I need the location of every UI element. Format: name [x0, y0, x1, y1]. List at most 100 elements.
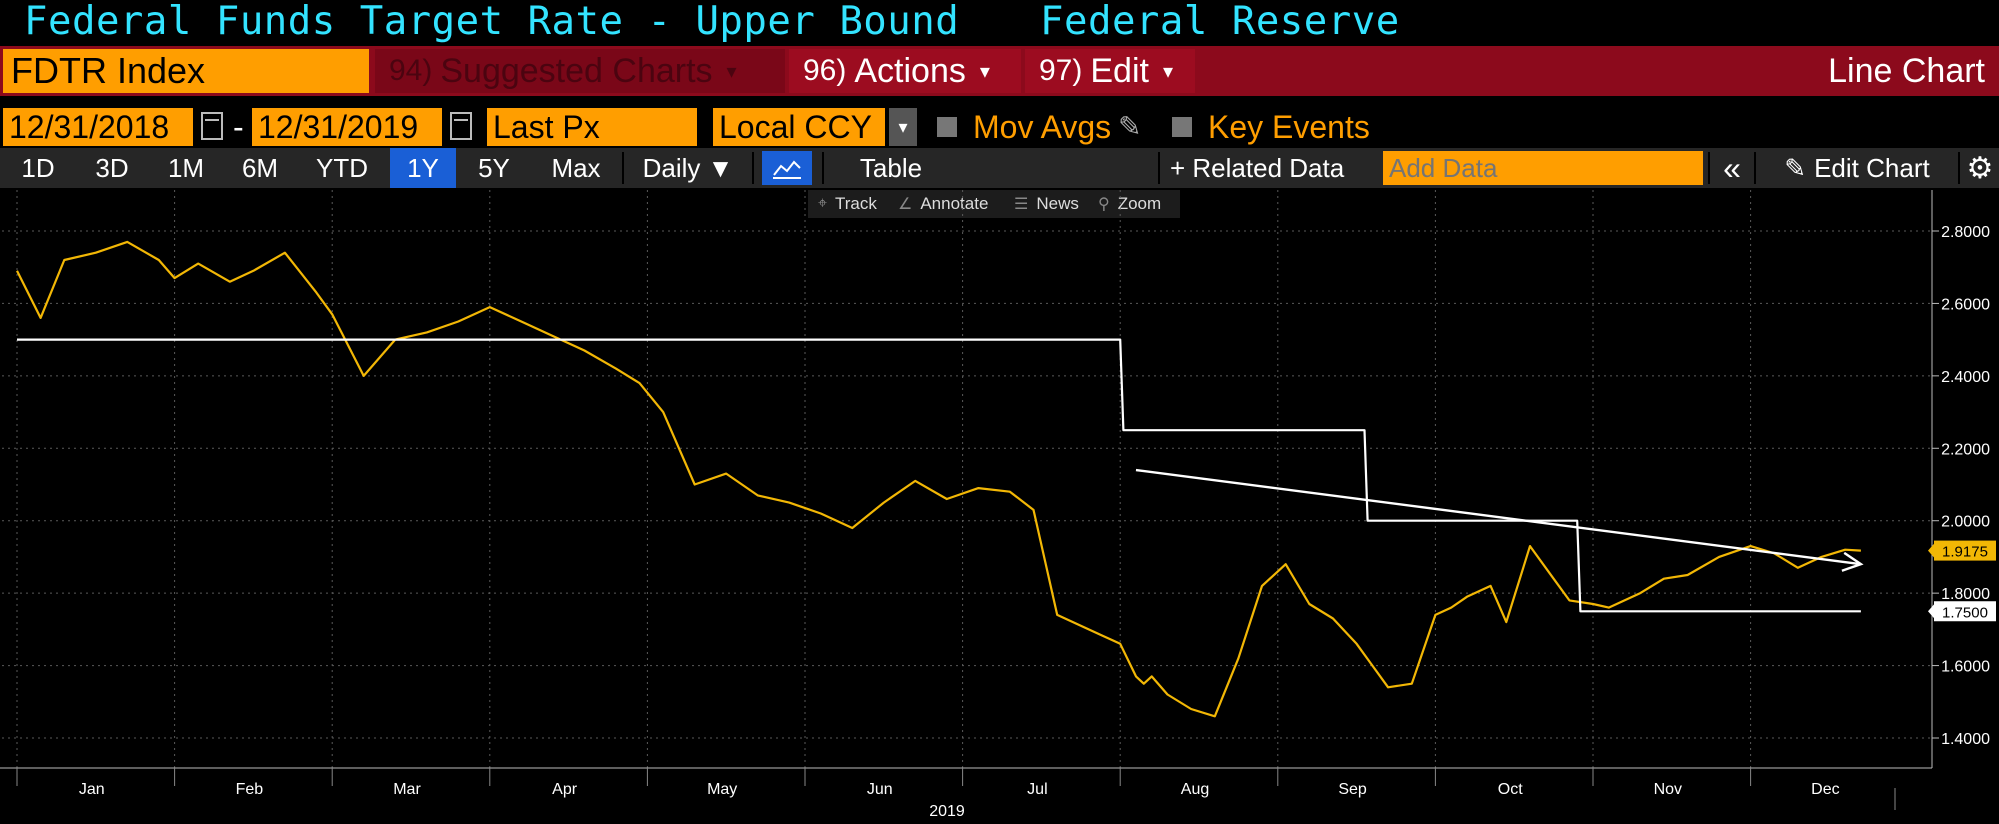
tab-1y[interactable]: 1Y — [390, 148, 456, 188]
last-value-label: 1.9175 — [1942, 544, 1988, 561]
y-tick-label: 2.4000 — [1941, 369, 1990, 386]
tab-5y[interactable]: 5Y — [478, 152, 510, 183]
x-tick-label: Nov — [1654, 781, 1682, 798]
options-row: 12/31/2018 - 12/31/2019 Last Px Local CC… — [0, 104, 1999, 148]
suggested-charts-menu[interactable]: 94) Suggested Charts ▾ — [375, 49, 785, 93]
zoom-label: Zoom — [1117, 194, 1162, 213]
series-line-yield — [16, 240, 1861, 718]
pencil-icon: ✎ — [1784, 152, 1807, 183]
date-separator: - — [233, 108, 244, 145]
y-tick-label: 1.8000 — [1941, 586, 1990, 603]
actions-number: 96) — [803, 54, 847, 87]
edit-label: Edit — [1090, 51, 1149, 90]
x-tick-label: May — [707, 781, 737, 798]
gear-icon[interactable]: ⚙ — [1966, 151, 1994, 185]
edit-menu[interactable]: 97) Edit ▾ — [1025, 49, 1195, 93]
actions-menu[interactable]: 96) Actions ▾ — [789, 49, 1021, 93]
crosshair-icon: ⌖ — [818, 195, 828, 212]
key-events-label: Key Events — [1208, 108, 1370, 145]
end-date-field[interactable]: 12/31/2019 — [252, 108, 442, 146]
mov-avgs-checkbox[interactable] — [937, 117, 957, 137]
annotate-label: Annotate — [920, 194, 989, 213]
divider — [1958, 152, 1960, 184]
x-year-label: 2019 — [929, 803, 965, 820]
key-events-checkbox[interactable] — [1172, 117, 1192, 137]
table-tab[interactable]: Table — [859, 152, 923, 183]
calendar-icon[interactable] — [201, 112, 223, 140]
chevron-down-icon: ▾ — [726, 60, 737, 83]
start-date-field[interactable]: 12/31/2018 — [3, 108, 193, 146]
chart-series — [16, 240, 1864, 718]
y-tick-label: 1.6000 — [1941, 659, 1990, 676]
tab-6m[interactable]: 6M — [241, 152, 279, 183]
y-tick-label: 2.8000 — [1941, 224, 1990, 241]
trendline-annotation — [1135, 468, 1862, 566]
chevron-down-icon: ▾ — [979, 60, 990, 83]
mov-avgs-label: Mov Avgs — [973, 108, 1112, 145]
edit-chart-button[interactable]: ✎ Edit Chart — [1758, 148, 1956, 188]
add-data-field[interactable] — [1383, 151, 1703, 185]
edit-chart-label: Edit Chart — [1814, 152, 1930, 183]
calendar-icon[interactable] — [450, 112, 472, 140]
divider — [622, 152, 624, 184]
x-tick-label: Jul — [1027, 781, 1047, 798]
chart-type-label: Line Chart — [1828, 51, 1985, 90]
last-value-pointer — [1928, 603, 1935, 620]
tab-1m[interactable]: 1M — [167, 152, 205, 183]
divider — [1158, 152, 1160, 184]
last-value-tag — [1934, 540, 1996, 561]
tab-max[interactable]: Max — [551, 152, 601, 183]
ticker-field[interactable]: FDTR Index — [3, 49, 369, 93]
line-chart[interactable]: 2.8000 2.6000 2.4000 2.2000 2.0000 1.8000 1.60… — [0, 188, 1999, 824]
divider — [1754, 152, 1756, 184]
chart-toolbar: ⌖ Track ∠ Annotate ☰ News ⚲ Zoom — [808, 190, 1180, 218]
track-tool[interactable]: ⌖ Track — [818, 190, 877, 218]
news-tool[interactable]: ☰ News — [1014, 190, 1079, 218]
track-label: Track — [835, 194, 877, 213]
suggested-number: 94) — [389, 54, 433, 87]
trendline-arrowhead — [1841, 551, 1864, 572]
tab-1d[interactable]: 1D — [21, 152, 55, 183]
tab-3d[interactable]: 3D — [95, 152, 129, 183]
y-tick-label: 1.4000 — [1941, 731, 1990, 748]
x-tick-label: Jun — [867, 781, 893, 798]
data-source: Federal Reserve — [1040, 0, 1400, 44]
last-value-label: 1.7500 — [1942, 604, 1988, 621]
chart-axes: 2.8000 2.6000 2.4000 2.2000 2.0000 1.8000 1.60… — [0, 190, 1996, 820]
title-bar: Federal Funds Target Rate - Upper Bound … — [0, 0, 1999, 46]
edit-number: 97) — [1039, 54, 1083, 87]
actions-label: Actions — [854, 51, 966, 90]
related-data-button[interactable]: + Related Data — [1170, 152, 1345, 183]
suggested-label: Suggested Charts — [440, 51, 713, 90]
chart-grid — [2, 190, 1932, 768]
command-bar: FDTR Index 94) Suggested Charts ▾ 96) Ac… — [0, 46, 1999, 96]
annotate-tool[interactable]: ∠ Annotate — [898, 190, 988, 218]
annotate-icon: ∠ — [898, 196, 913, 213]
zoom-icon: ⚲ — [1098, 196, 1110, 213]
line-chart-icon[interactable] — [762, 151, 812, 185]
tab-ytd[interactable]: YTD — [316, 152, 368, 183]
x-tick-label: Apr — [552, 781, 578, 798]
chevron-down-icon: ▾ — [1162, 60, 1173, 83]
frequency-dropdown[interactable]: Daily ▼ — [642, 152, 734, 183]
x-tick-label: Dec — [1811, 781, 1839, 798]
divider — [752, 152, 754, 184]
period-tabs-row: 1D 3D 1M 6M YTD 1Y 5Y Max Daily ▼ Table … — [0, 148, 1999, 188]
pencil-icon[interactable]: ✎ — [1118, 111, 1142, 142]
field-selector[interactable]: Last Px — [487, 108, 697, 146]
y-tick-label: 2.0000 — [1941, 514, 1990, 531]
chevron-down-icon[interactable]: ▾ — [889, 108, 917, 146]
y-tick-label: 2.6000 — [1941, 296, 1990, 313]
zoom-tool[interactable]: ⚲ Zoom — [1098, 190, 1161, 218]
last-value-pointer — [1928, 542, 1935, 559]
add-data-input[interactable] — [1383, 151, 1703, 185]
x-tick-label: Oct — [1498, 781, 1523, 798]
divider — [1708, 152, 1710, 184]
currency-selector[interactable]: Local CCY — [713, 108, 885, 146]
x-tick-label: Jan — [79, 781, 105, 798]
series-line-rate — [17, 338, 1861, 613]
x-tick-label: Feb — [236, 781, 264, 798]
double-chevron-left-icon[interactable]: « — [1723, 149, 1741, 186]
x-tick-label: Sep — [1338, 781, 1367, 798]
x-tick-label: Mar — [393, 781, 421, 798]
